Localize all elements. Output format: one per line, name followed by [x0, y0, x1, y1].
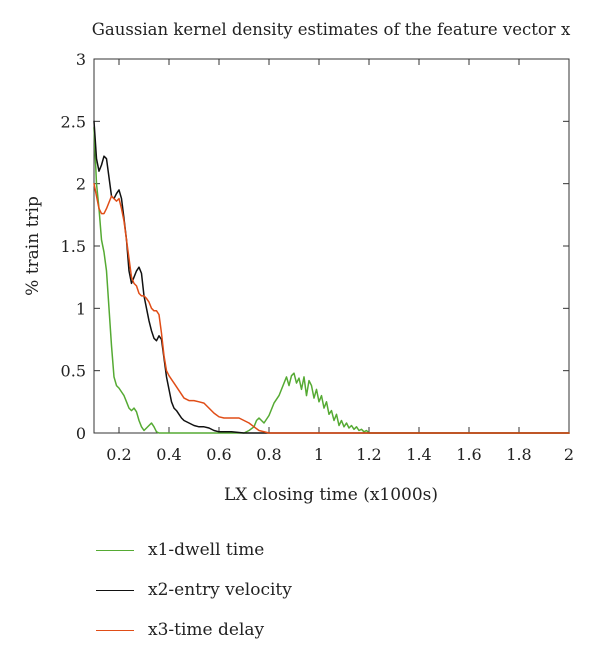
- legend-label: x1-dwell time: [148, 540, 265, 560]
- x-tick-label: 0.4: [156, 445, 181, 464]
- series-lines: [93, 120, 570, 434]
- legend-item: x3-time delay: [96, 610, 292, 650]
- legend-item: x1-dwell time: [96, 530, 292, 570]
- x-tick-label: 1.6: [456, 445, 481, 464]
- y-tick-label: 2: [76, 175, 86, 194]
- chart-title: Gaussian kernel density estimates of the…: [92, 20, 571, 39]
- y-tick-label: 0.5: [61, 362, 86, 381]
- y-tick-label: 1.5: [61, 237, 86, 256]
- legend-swatch: [96, 589, 134, 591]
- legend-item: x2-entry velocity: [96, 570, 292, 610]
- legend-label: x2-entry velocity: [148, 580, 292, 600]
- series-line-1: [93, 126, 570, 434]
- x-tick-label: 2: [564, 445, 574, 464]
- x-tick-label: 1: [314, 445, 324, 464]
- y-axis-label: % train trip: [23, 196, 43, 296]
- plot-area: 0 0.5 1 1.5 2 2.5 3 0.2 0.4 0.6 0.8 1 1.2 1.4 1.6 1.8 2: [61, 50, 575, 464]
- x-tick-label: 1.2: [356, 445, 381, 464]
- y-axis-ticks: 0 0.5 1 1.5 2 2.5 3: [61, 50, 569, 443]
- x-tick-label: 0.8: [256, 445, 281, 464]
- plot-frame: [93, 58, 570, 434]
- y-tick-label: 0: [76, 424, 86, 443]
- y-tick-label: 2.5: [61, 112, 86, 131]
- legend-swatch: [96, 549, 134, 551]
- x-axis-ticks: 0.2 0.4 0.6 0.8 1 1.2 1.4 1.6 1.8 2: [106, 59, 574, 464]
- series-line-3: [93, 182, 570, 434]
- y-tick-label: 3: [76, 50, 86, 69]
- x-tick-label: 0.6: [206, 445, 231, 464]
- x-tick-label: 1.8: [506, 445, 531, 464]
- x-axis-label: LX closing time (x1000s): [224, 485, 438, 505]
- y-tick-label: 1: [76, 299, 86, 318]
- chart-legend: x1-dwell time x2-entry velocity x3-time de…: [96, 530, 292, 650]
- x-tick-label: 1.4: [406, 445, 431, 464]
- series-line-2: [93, 120, 570, 434]
- density-chart: Gaussian kernel density estimates of the…: [23, 20, 575, 505]
- legend-label: x3-time delay: [148, 620, 265, 640]
- x-tick-label: 0.2: [106, 445, 131, 464]
- legend-swatch: [96, 629, 134, 631]
